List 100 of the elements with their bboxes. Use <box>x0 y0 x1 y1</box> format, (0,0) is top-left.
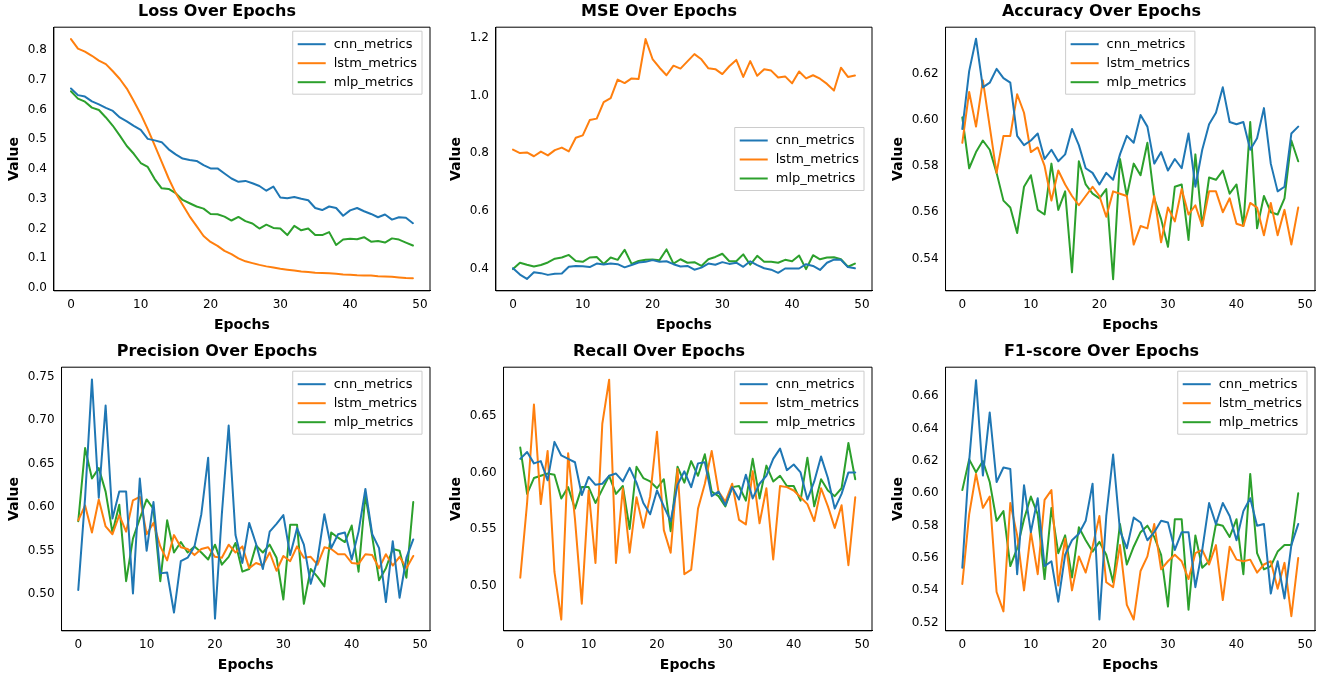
y-tick-label: 0.50 <box>27 586 55 601</box>
y-tick-label: 1.2 <box>469 29 489 44</box>
y-tick-label: 0.2 <box>27 220 47 235</box>
y-tick-label: 0.1 <box>27 250 47 265</box>
y-tick-label: 0.3 <box>27 190 47 205</box>
x-tick-label: 20 <box>649 637 665 652</box>
y-tick-label: 0.54 <box>911 582 939 597</box>
x-tick-label: 40 <box>344 637 360 652</box>
y-tick-label: 0.8 <box>469 145 489 160</box>
y-tick-label: 0.65 <box>27 455 55 470</box>
x-axis-title: Epochs <box>214 316 270 333</box>
legend-label: lstm_metrics <box>775 394 860 410</box>
y-tick-label: 0.64 <box>911 420 939 435</box>
y-tick-label: 0.8 <box>27 41 47 56</box>
legend-label: mlp_metrics <box>1218 413 1299 429</box>
x-tick-label: 0 <box>958 297 967 312</box>
legend-label: lstm_metrics <box>1218 394 1303 410</box>
x-tick-label: 30 <box>1160 637 1176 652</box>
x-tick-label: 20 <box>202 297 219 312</box>
legend-label: cnn_metrics <box>775 375 855 391</box>
y-tick-label: 0.65 <box>469 407 497 422</box>
legend-label: cnn_metrics <box>333 375 413 391</box>
y-tick-label: 0.56 <box>911 550 939 565</box>
legend-label: mlp_metrics <box>775 413 856 429</box>
y-tick-label: 0.4 <box>27 161 47 176</box>
y-tick-label: 0.60 <box>469 464 497 479</box>
x-tick-label: 0 <box>74 637 83 652</box>
chart-title: Recall Over Epochs <box>572 340 746 360</box>
y-tick-label: 0.52 <box>911 614 939 629</box>
y-tick-label: 0.58 <box>911 158 939 173</box>
y-tick-label: 0.55 <box>27 542 55 557</box>
y-tick-label: 0.5 <box>27 131 47 146</box>
chart-title: MSE Over Epochs <box>580 0 738 20</box>
x-tick-label: 50 <box>412 297 428 312</box>
y-axis-title: Value <box>889 477 906 521</box>
legend-label: lstm_metrics <box>775 150 860 166</box>
x-axis-title: Epochs <box>656 316 712 333</box>
y-tick-label: 0.6 <box>27 101 47 116</box>
x-tick-label: 30 <box>714 297 730 312</box>
legend-label: cnn_metrics <box>1106 35 1186 51</box>
x-tick-label: 10 <box>1023 297 1039 312</box>
legend-label: mlp_metrics <box>333 73 414 89</box>
y-tick-label: 0.75 <box>27 368 55 383</box>
x-tick-label: 30 <box>272 297 288 312</box>
y-tick-label: 0.7 <box>27 71 47 86</box>
y-tick-label: 0.56 <box>911 204 939 219</box>
chart-title: Precision Over Epochs <box>116 340 318 360</box>
y-tick-label: 0.55 <box>469 521 497 536</box>
x-tick-label: 50 <box>854 637 870 652</box>
x-tick-label: 20 <box>207 637 223 652</box>
y-tick-label: 1.0 <box>469 87 489 102</box>
x-tick-label: 10 <box>1023 637 1039 652</box>
x-tick-label: 0 <box>958 637 967 652</box>
y-tick-label: 0.60 <box>911 111 939 126</box>
y-tick-label: 0.50 <box>469 577 497 592</box>
legend-label: cnn_metrics <box>775 131 855 147</box>
x-tick-label: 30 <box>275 637 291 652</box>
y-axis-title: Value <box>447 477 464 521</box>
x-tick-label: 40 <box>342 297 358 312</box>
x-tick-label: 50 <box>1297 637 1313 652</box>
chart-title: Loss Over Epochs <box>138 0 296 20</box>
chart-title: Accuracy Over Epochs <box>1001 0 1202 20</box>
y-axis-title: Value <box>889 137 906 181</box>
legend-label: lstm_metrics <box>1106 54 1191 70</box>
x-tick-label: 10 <box>133 297 149 312</box>
y-tick-label: 0.62 <box>911 453 939 468</box>
legend-label: lstm_metrics <box>333 54 418 70</box>
y-tick-label: 0.0 <box>27 280 47 295</box>
y-tick-label: 0.70 <box>27 412 55 427</box>
x-tick-label: 50 <box>1297 297 1313 312</box>
y-tick-label: 0.60 <box>911 485 939 500</box>
x-tick-label: 20 <box>1091 297 1108 312</box>
y-tick-label: 0.6 <box>469 203 489 218</box>
x-axis-title: Epochs <box>659 656 716 673</box>
y-axis-title: Value <box>5 137 22 181</box>
x-tick-label: 10 <box>580 637 597 652</box>
x-axis-title: Epochs <box>1102 316 1159 333</box>
x-tick-label: 30 <box>1160 297 1176 312</box>
y-axis-title: Value <box>447 137 464 181</box>
y-tick-label: 0.58 <box>911 517 939 532</box>
x-tick-label: 20 <box>644 297 661 312</box>
y-axis-title: Value <box>5 477 22 521</box>
x-tick-label: 50 <box>854 297 870 312</box>
y-tick-label: 0.62 <box>911 65 939 80</box>
x-tick-label: 40 <box>786 637 802 652</box>
legend-label: lstm_metrics <box>333 394 418 410</box>
legend-label: cnn_metrics <box>333 35 413 51</box>
x-tick-label: 40 <box>1228 297 1245 312</box>
x-tick-label: 40 <box>1228 637 1245 652</box>
x-tick-label: 20 <box>1091 637 1108 652</box>
x-tick-label: 0 <box>509 297 517 312</box>
x-axis-title: Epochs <box>217 656 274 673</box>
x-tick-label: 30 <box>717 637 733 652</box>
y-tick-label: 0.4 <box>469 261 489 276</box>
x-tick-label: 50 <box>412 637 428 652</box>
x-tick-label: 10 <box>575 297 591 312</box>
chart-title: F1-score Over Epochs <box>1003 340 1200 360</box>
x-tick-label: 0 <box>516 637 525 652</box>
legend-label: cnn_metrics <box>1218 375 1298 391</box>
y-tick-label: 0.66 <box>911 388 939 403</box>
